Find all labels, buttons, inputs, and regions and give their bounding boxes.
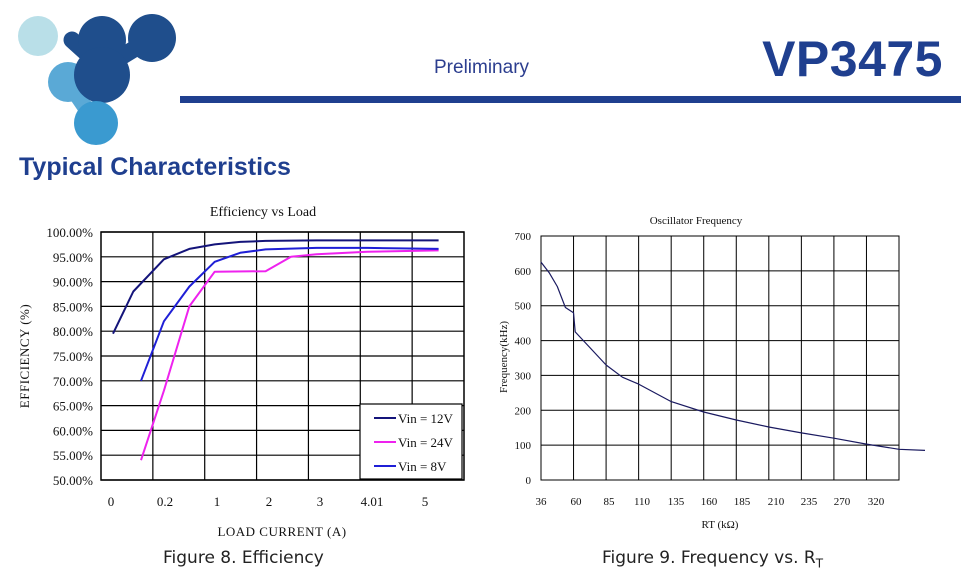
efficiency-chart-xlabel: LOAD CURRENT (A) bbox=[217, 524, 346, 539]
frequency-y-tick: 0 bbox=[526, 475, 532, 487]
figure-9-caption-subscript: T bbox=[815, 556, 824, 571]
frequency-chart-series bbox=[540, 261, 926, 451]
efficiency-x-tick: 5 bbox=[422, 494, 429, 509]
frequency-y-tick: 700 bbox=[515, 231, 532, 243]
frequency-x-tick: 235 bbox=[801, 496, 818, 508]
frequency-x-tick: 85 bbox=[604, 496, 616, 508]
efficiency-y-tick: 95.00% bbox=[53, 250, 93, 265]
efficiency-series-line-0 bbox=[112, 239, 439, 335]
section-title: Typical Characteristics bbox=[19, 153, 291, 181]
frequency-x-tick: 36 bbox=[536, 496, 548, 508]
frequency-y-tick: 500 bbox=[515, 301, 532, 313]
frequency-x-tick: 185 bbox=[734, 496, 751, 508]
preliminary-label: Preliminary bbox=[434, 57, 530, 78]
frequency-chart-ylabel: Frequency(kHz) bbox=[498, 321, 510, 393]
frequency-y-tick: 400 bbox=[515, 336, 532, 348]
efficiency-y-tick: 90.00% bbox=[53, 275, 93, 290]
frequency-x-tick: 110 bbox=[634, 496, 651, 508]
efficiency-y-tick: 55.00% bbox=[53, 448, 93, 463]
efficiency-series-line-1 bbox=[140, 249, 439, 461]
part-number: VP3475 bbox=[762, 31, 943, 87]
legend-label-0: Vin = 12V bbox=[398, 411, 454, 426]
company-logo bbox=[18, 14, 176, 145]
efficiency-y-tick: 65.00% bbox=[53, 399, 93, 414]
logo-circle-bottom bbox=[74, 101, 118, 145]
logo-circle-dark-center bbox=[74, 47, 130, 103]
logo-circle-dark-right bbox=[128, 14, 176, 62]
frequency-y-tick: 100 bbox=[515, 440, 532, 452]
efficiency-y-tick: 100.00% bbox=[46, 225, 93, 240]
efficiency-x-tick: 0.2 bbox=[157, 494, 173, 509]
frequency-x-tick: 60 bbox=[571, 496, 583, 508]
efficiency-y-tick: 60.00% bbox=[53, 423, 93, 438]
efficiency-y-tick: 50.00% bbox=[53, 473, 93, 488]
frequency-x-tick: 135 bbox=[668, 496, 685, 508]
efficiency-x-tick: 3 bbox=[317, 494, 324, 509]
frequency-plot-frame bbox=[540, 235, 900, 481]
frequency-chart-grid: 0 100 200 300 400 500 600 700 36 60 85 110 135 160 185… bbox=[515, 231, 900, 508]
efficiency-x-tick: 0 bbox=[108, 494, 115, 509]
frequency-chart-xlabel: RT (kΩ) bbox=[702, 519, 739, 531]
figure-9-caption-text: Figure 9. Frequency vs. R bbox=[602, 548, 816, 568]
efficiency-chart-series bbox=[112, 239, 439, 461]
header-divider bbox=[180, 96, 961, 103]
efficiency-x-tick: 1 bbox=[214, 494, 221, 509]
efficiency-chart-title: Efficiency vs Load bbox=[210, 205, 316, 220]
frequency-series-line-0 bbox=[540, 261, 926, 451]
frequency-x-tick: 210 bbox=[768, 496, 785, 508]
frequency-y-tick: 600 bbox=[515, 266, 532, 278]
figure-8-caption: Figure 8. Efficiency bbox=[163, 548, 324, 568]
frequency-y-tick: 300 bbox=[515, 370, 532, 382]
efficiency-chart-legend: Vin = 12V Vin = 24V Vin = 8V bbox=[359, 403, 463, 480]
legend-label-2: Vin = 8V bbox=[398, 459, 447, 474]
frequency-x-tick: 160 bbox=[701, 496, 718, 508]
frequency-y-tick: 200 bbox=[515, 405, 532, 417]
frequency-x-tick: 320 bbox=[868, 496, 885, 508]
frequency-chart-title: Oscillator Frequency bbox=[650, 215, 743, 227]
efficiency-y-tick: 75.00% bbox=[53, 349, 93, 364]
efficiency-y-tick: 85.00% bbox=[53, 299, 93, 314]
logo-circle-light bbox=[18, 16, 58, 56]
figure-9-caption: Figure 9. Frequency vs. RT bbox=[602, 548, 823, 570]
efficiency-y-tick: 70.00% bbox=[53, 374, 93, 389]
frequency-x-tick: 270 bbox=[834, 496, 851, 508]
efficiency-y-tick: 80.00% bbox=[53, 324, 93, 339]
efficiency-x-tick: 4.01 bbox=[361, 494, 384, 509]
legend-label-1: Vin = 24V bbox=[398, 435, 454, 450]
efficiency-chart-grid: 50.00% 55.00% 60.00% 65.00% 70.00% 75.00% 80.0… bbox=[46, 225, 465, 509]
efficiency-x-tick: 2 bbox=[266, 494, 273, 509]
efficiency-chart-ylabel: EFFICIENCY (%) bbox=[17, 304, 32, 408]
efficiency-series-line-2 bbox=[140, 246, 439, 382]
